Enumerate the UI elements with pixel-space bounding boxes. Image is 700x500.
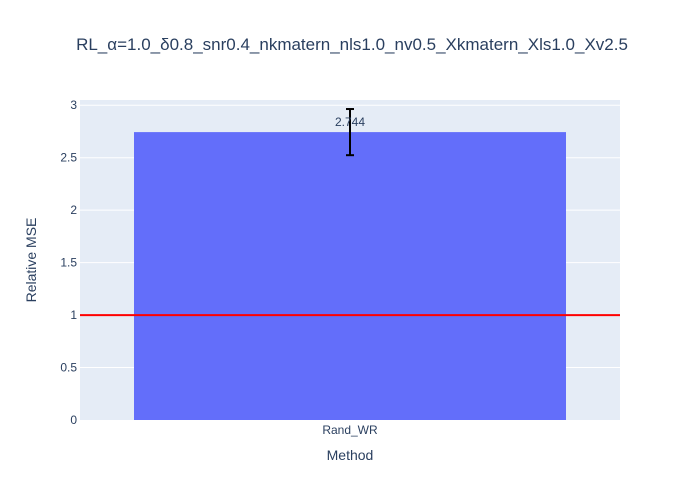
data-labels: 2.744 [335,115,365,129]
y-tick-label: 0.5 [60,361,77,375]
y-tick-label: 2.5 [60,151,77,165]
y-tick-label: 3 [70,98,77,112]
x-axis-title: Method [327,447,374,463]
x-tick-label: Rand_WR [322,423,378,437]
y-tick-label: 1.5 [60,256,77,270]
x-axis-ticks: Rand_WR [322,423,378,437]
bar [134,132,566,420]
y-tick-label: 0 [70,413,77,427]
y-axis-title: Relative MSE [23,218,39,303]
y-axis-ticks: 0 0.5 1 1.5 2 2.5 3 [60,98,77,427]
y-tick-label: 1 [70,308,77,322]
y-tick-label: 2 [70,203,77,217]
chart-title: RL_α=1.0_δ0.8_snr0.4_nkmatern_nls1.0_nv0… [76,35,628,54]
data-label: 2.744 [335,115,365,129]
bars [134,132,566,420]
error-bars [346,108,354,157]
